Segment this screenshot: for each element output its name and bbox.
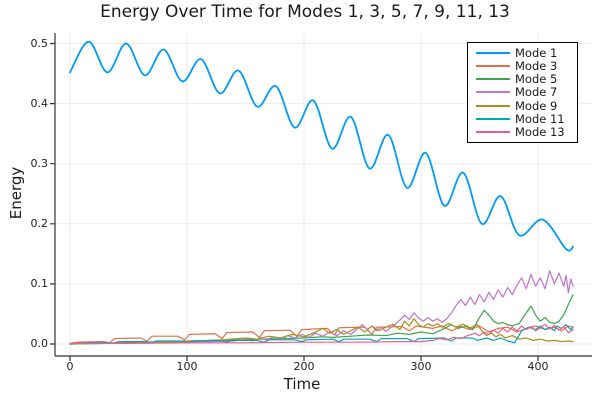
- x-tick-label: 0: [66, 360, 74, 373]
- legend-line-swatch: [476, 104, 510, 107]
- y-tick-label: 0.2: [30, 216, 49, 230]
- y-tick-label: 0.5: [30, 36, 49, 50]
- legend-line-swatch: [476, 64, 510, 67]
- x-tick-label: 200: [293, 360, 315, 373]
- y-tick-label: 0.0: [30, 337, 49, 350]
- x-axis-label: Time: [283, 375, 321, 393]
- legend-label: Mode 11: [515, 112, 565, 127]
- legend-label: Mode 13: [515, 125, 565, 140]
- legend-entry: Mode 7: [468, 85, 577, 100]
- y-tick-label: 0.3: [30, 156, 49, 170]
- legend-line-swatch: [476, 91, 510, 94]
- legend-label: Mode 9: [515, 98, 558, 113]
- legend-entry: Mode 11: [468, 112, 577, 127]
- x-tick-label: 100: [176, 360, 198, 373]
- legend-entry: Mode 9: [468, 98, 577, 113]
- legend-label: Mode 7: [515, 85, 558, 100]
- legend: Mode 1 Mode 3 Mode 5 Mode 7 Mode 9 Mode 11 Mod…: [467, 42, 578, 143]
- x-tick-label: 400: [527, 360, 549, 373]
- chart-title: Energy Over Time for Modes 1, 3, 5, 7, 9…: [100, 2, 510, 22]
- legend-entry: Mode 1: [468, 45, 577, 60]
- legend-line-swatch: [476, 131, 510, 134]
- y-tick-label: 0.4: [30, 96, 49, 110]
- legend-line-swatch: [476, 51, 510, 54]
- legend-line-swatch: [476, 78, 510, 81]
- legend-label: Mode 3: [515, 58, 558, 73]
- y-tick-label: 0.1: [30, 276, 49, 290]
- legend-entry: Mode 13: [468, 125, 577, 140]
- y-axis-label: Energy: [7, 166, 25, 220]
- x-tick-label: 300: [410, 360, 432, 373]
- legend-line-swatch: [476, 118, 510, 121]
- legend-label: Mode 1: [515, 45, 558, 60]
- legend-entry: Mode 5: [468, 72, 577, 87]
- legend-label: Mode 5: [515, 72, 558, 87]
- legend-entry: Mode 3: [468, 58, 577, 73]
